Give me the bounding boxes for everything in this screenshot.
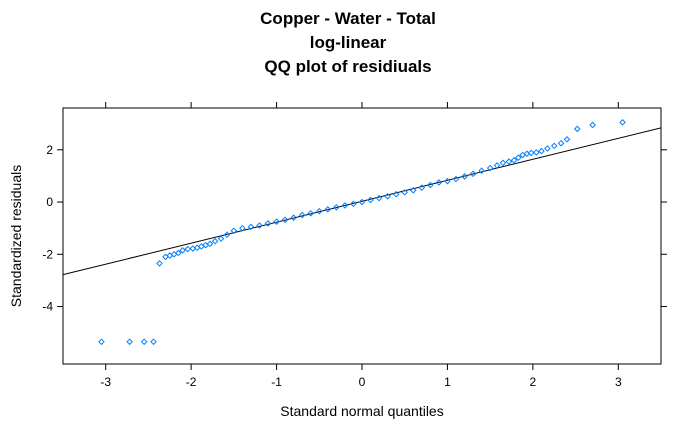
- data-point: [589, 121, 596, 129]
- x-tick-label: 3: [615, 375, 622, 389]
- data-point: [315, 207, 323, 215]
- data-point: [350, 200, 357, 208]
- data-point: [435, 179, 443, 186]
- data-point: [375, 194, 383, 202]
- plot-frame: [62, 107, 662, 365]
- x-tick-label: -2: [186, 375, 197, 389]
- x-tick-label: -3: [100, 375, 111, 389]
- x-tick-label: -1: [271, 375, 282, 389]
- data-point: [515, 154, 522, 161]
- data-point: [179, 247, 186, 254]
- data-point: [527, 149, 535, 157]
- data-point: [452, 175, 460, 183]
- data-point: [126, 338, 133, 346]
- y-tick-label: -4: [42, 300, 53, 314]
- data-point: [401, 189, 409, 196]
- x-tick-label: 1: [444, 375, 451, 389]
- data-point: [206, 240, 214, 248]
- y-tick-label: -2: [42, 247, 53, 261]
- data-point: [486, 164, 494, 172]
- data-point: [273, 218, 280, 225]
- data-point: [493, 162, 501, 169]
- data-point: [550, 142, 558, 150]
- data-point: [140, 338, 148, 346]
- chart-title-line-2: log-linear: [310, 33, 387, 52]
- data-point: [239, 224, 246, 232]
- data-point: [98, 338, 105, 346]
- data-point: [510, 156, 518, 164]
- data-point: [264, 220, 272, 227]
- data-point: [538, 147, 545, 155]
- data-point: [290, 214, 297, 222]
- data-point: [247, 223, 255, 231]
- axis-ticks: -3 -2 -1 0 1 2 3 -4 -2 0 2: [42, 102, 667, 389]
- data-point: [478, 167, 485, 175]
- data-point: [217, 235, 225, 242]
- data-point: [544, 145, 551, 152]
- y-axis-label: Standardized residuals: [8, 165, 24, 307]
- chart-title-line-1: Copper - Water - Total: [260, 9, 436, 28]
- data-point: [563, 136, 571, 143]
- data-point: [461, 173, 468, 180]
- chart-title-line-3: QQ plot of residiuals: [264, 57, 431, 76]
- data-point: [409, 186, 417, 194]
- data-point: [324, 206, 332, 213]
- data-point: [333, 203, 340, 211]
- data-point: [358, 198, 366, 206]
- data-point: [573, 125, 581, 133]
- data-point: [392, 190, 400, 198]
- data-point: [418, 184, 426, 191]
- data-point: [184, 245, 192, 253]
- data-point: [281, 216, 289, 224]
- x-tick-label: 0: [359, 375, 366, 389]
- data-point: [211, 237, 219, 245]
- data-point: [175, 249, 182, 257]
- data-point: [367, 196, 374, 204]
- data-point: [469, 170, 477, 178]
- data-point: [444, 177, 451, 185]
- data-point: [532, 149, 540, 156]
- x-axis-label: Standard normal quantiles: [280, 403, 443, 419]
- data-point: [298, 211, 306, 219]
- reference-line-group: [62, 127, 662, 276]
- data-point: [256, 222, 263, 229]
- x-tick-label: 2: [530, 375, 537, 389]
- y-tick-label: 0: [46, 195, 53, 209]
- data-point: [557, 139, 565, 147]
- data-point: [384, 192, 391, 200]
- data-point: [307, 209, 315, 217]
- reference-line: [62, 127, 662, 276]
- data-point: [223, 231, 231, 239]
- y-tick-label: 2: [46, 143, 53, 157]
- data-point: [230, 227, 238, 235]
- data-point: [150, 338, 157, 346]
- data-point: [427, 181, 434, 189]
- data-point: [499, 159, 507, 167]
- data-point: [619, 119, 626, 126]
- data-point: [341, 202, 349, 209]
- data-point: [156, 260, 163, 267]
- data-point: [505, 158, 513, 165]
- data-points: [98, 119, 626, 346]
